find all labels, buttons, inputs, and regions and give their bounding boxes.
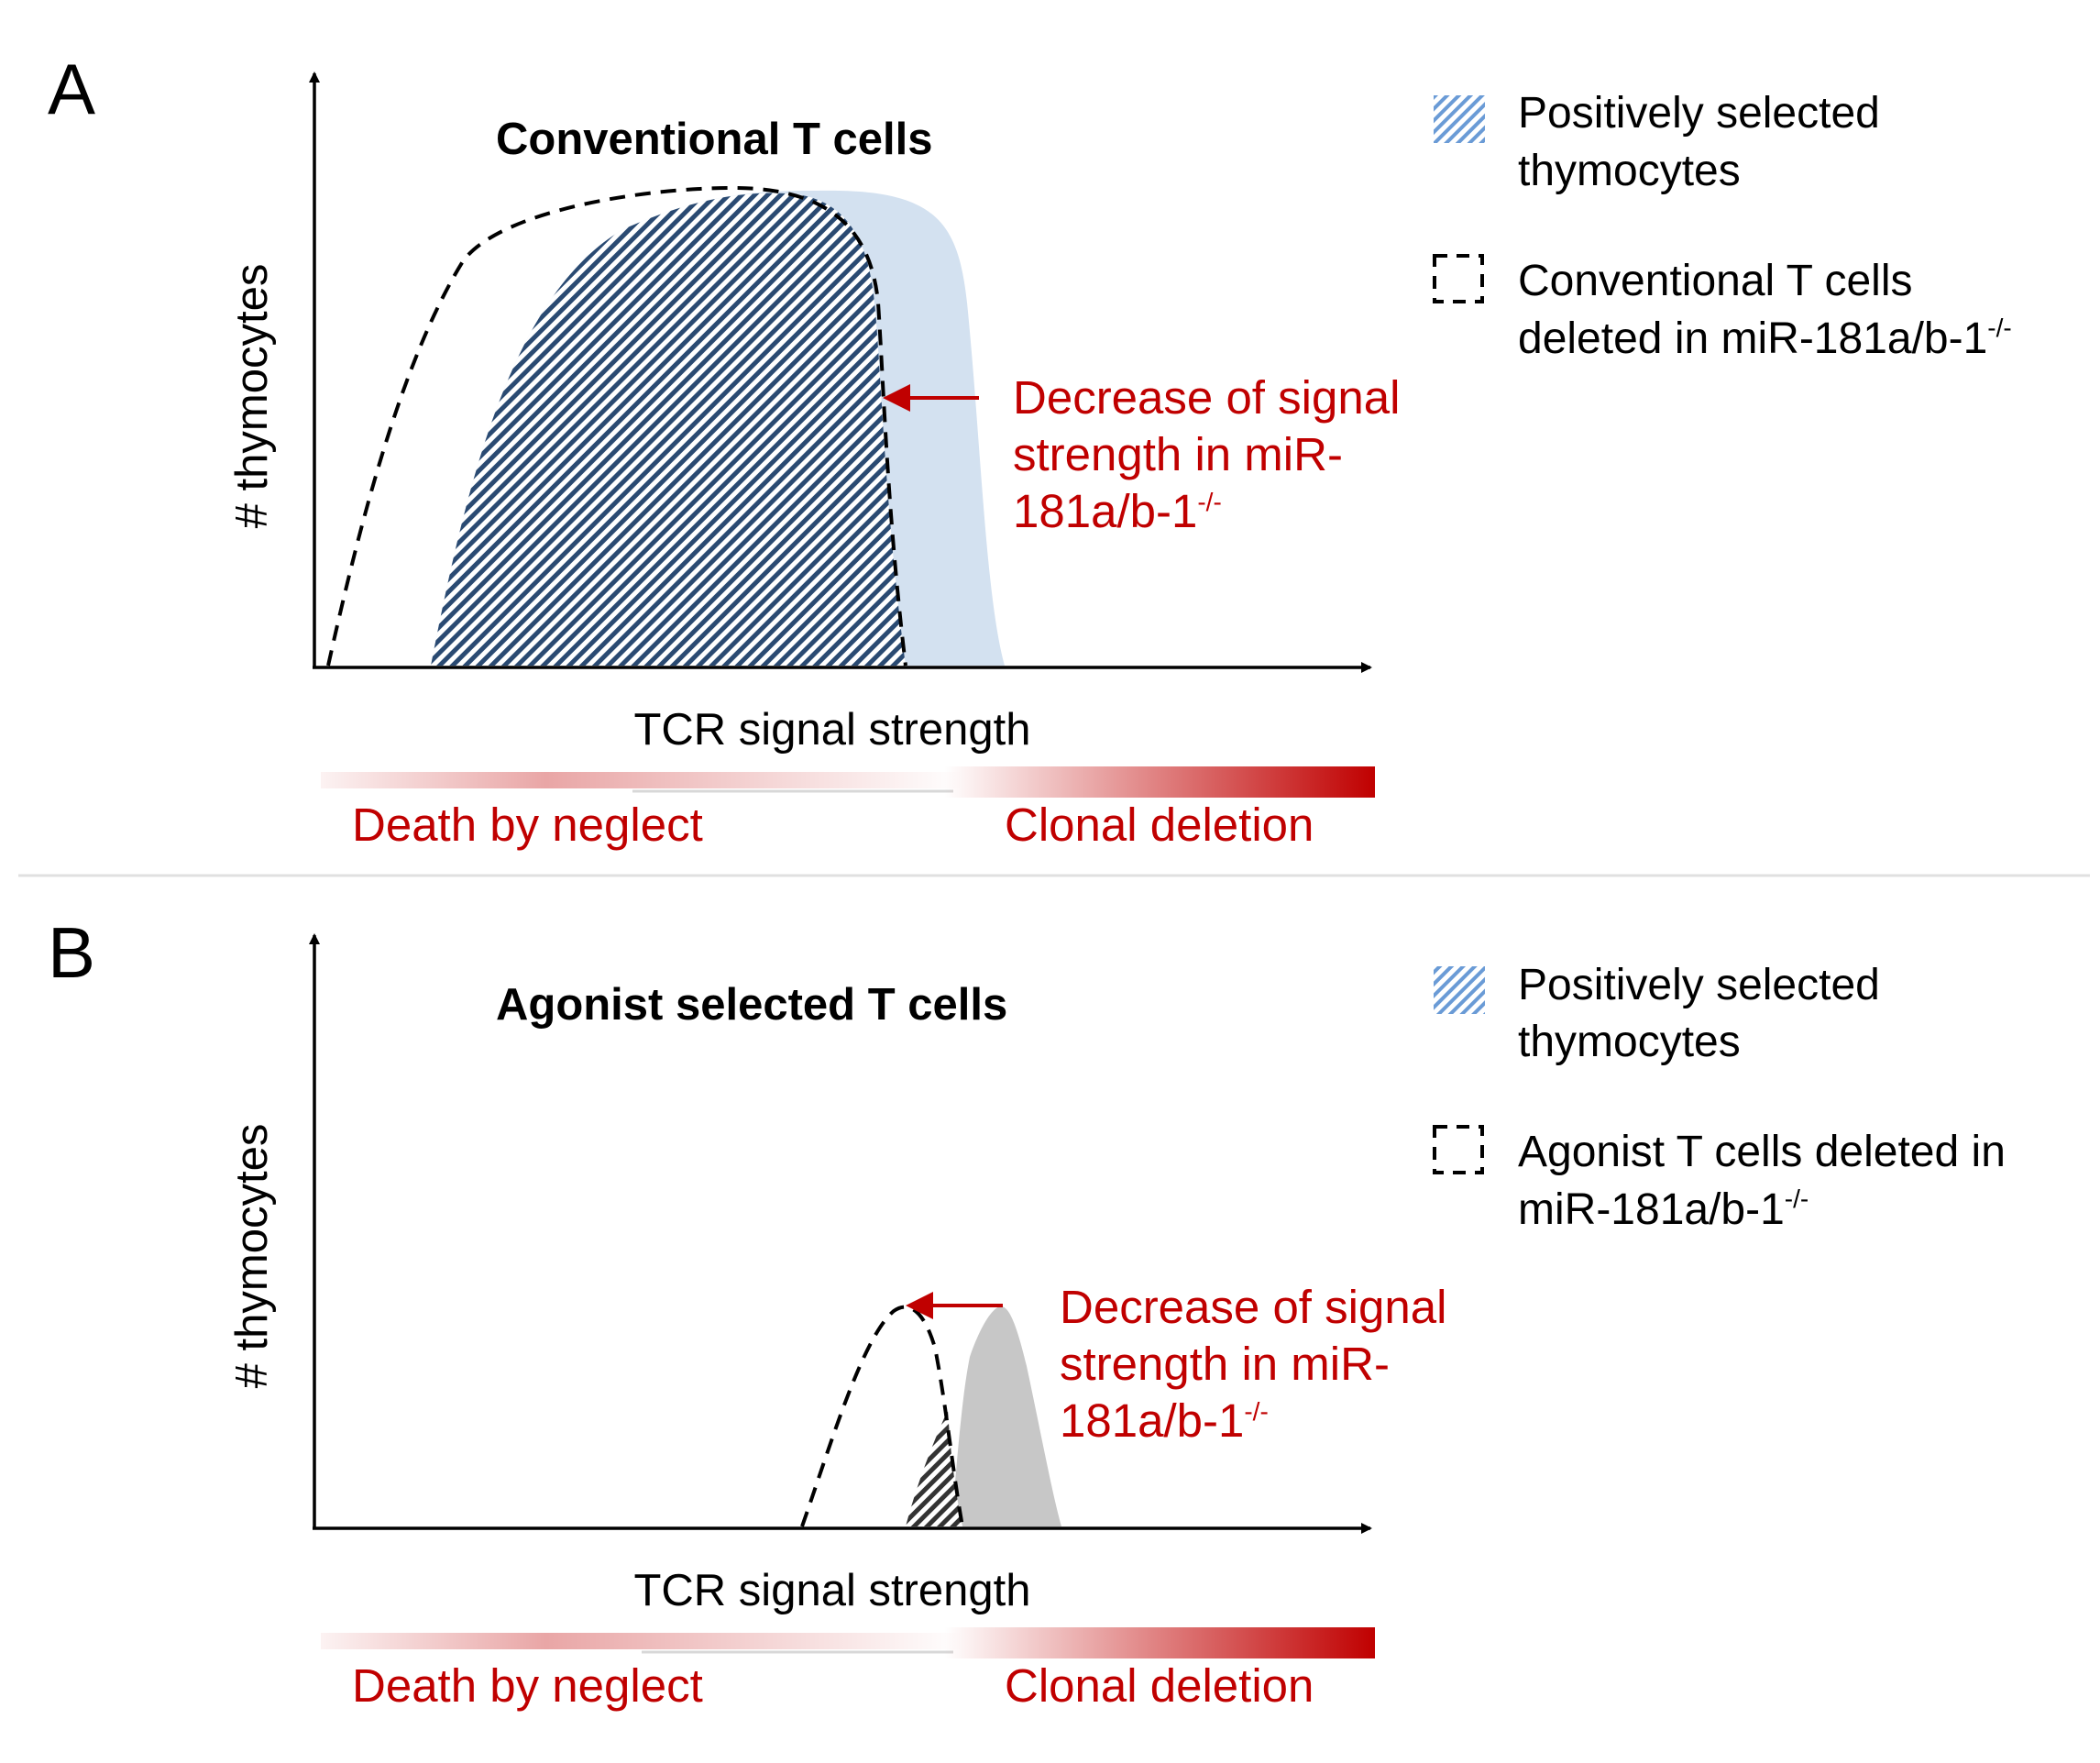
- panel-b-legend-item2-line1: Agonist T cells deleted in: [1518, 1128, 2006, 1176]
- panel-a-y-axis-title: # thymocytes: [227, 264, 277, 529]
- panel-a-hatched-area: [431, 193, 906, 666]
- panel-a-legend-item2-line2: deleted in miR-181a/b-1-/-: [1518, 314, 2012, 363]
- panel-b-arrow-text-2: strength in miR-: [1060, 1338, 1390, 1390]
- panel-a-arrow-text-2: strength in miR-: [1013, 428, 1343, 480]
- panel-b-legend-hatch-swatch: [1434, 966, 1485, 1014]
- panel-b: B Agonist selected T cells # thymocytes …: [48, 912, 2006, 1712]
- panel-a-legend-item1-line2: thymocytes: [1518, 147, 1741, 195]
- panel-a-gradient-right: [944, 766, 1375, 798]
- panel-b-legend-item1-line1: Positively selected: [1518, 961, 1880, 1009]
- panel-b-legend-dashed-swatch: [1433, 1125, 1484, 1174]
- panel-b-letter: B: [48, 912, 95, 993]
- panel-a-arrow-text-1: Decrease of signal: [1013, 371, 1400, 424]
- panel-b-arrow-text-1: Decrease of signal: [1060, 1281, 1446, 1333]
- panel-b-dashed-curve: [800, 1305, 964, 1527]
- panel-a: A Conventional T cells # thymocytes TCR …: [48, 49, 2012, 851]
- panel-b-gradient-left: [321, 1633, 962, 1649]
- panel-b-arrow-text-3: 181a/b-1-/-: [1060, 1394, 1269, 1447]
- panel-a-title: Conventional T cells: [496, 115, 932, 164]
- panel-b-y-axis-title: # thymocytes: [227, 1124, 277, 1389]
- panel-a-letter: A: [48, 49, 95, 129]
- panel-a-gradient-left: [321, 772, 962, 788]
- panel-a-red-arrowhead: [883, 384, 910, 412]
- panel-b-x-axis-title: TCR signal strength: [633, 1566, 1030, 1615]
- panel-a-clonal-deletion: Clonal deletion: [1005, 799, 1314, 851]
- panel-a-death-by-neglect: Death by neglect: [352, 799, 703, 851]
- panel-b-legend-item1-line2: thymocytes: [1518, 1018, 1741, 1066]
- panel-b-red-arrowhead: [906, 1292, 933, 1319]
- panel-a-legend-item1-line1: Positively selected: [1518, 89, 1880, 138]
- panel-a-x-axis-title: TCR signal strength: [633, 705, 1030, 755]
- panel-b-legend-item2-line2: miR-181a/b-1-/-: [1518, 1185, 1809, 1234]
- panel-b-death-by-neglect: Death by neglect: [352, 1659, 703, 1712]
- panel-b-title: Agonist selected T cells: [496, 980, 1007, 1030]
- panel-a-legend-hatch-swatch: [1434, 95, 1485, 143]
- panel-a-legend-item2-line1: Conventional T cells: [1518, 257, 1912, 305]
- panel-a-arrow-text-3: 181a/b-1-/-: [1013, 485, 1222, 537]
- panel-b-gradient-right: [944, 1627, 1375, 1658]
- panel-a-legend-dashed-swatch: [1433, 254, 1484, 303]
- panel-b-gray-distribution: [951, 1306, 1061, 1526]
- panel-b-clonal-deletion: Clonal deletion: [1005, 1659, 1314, 1712]
